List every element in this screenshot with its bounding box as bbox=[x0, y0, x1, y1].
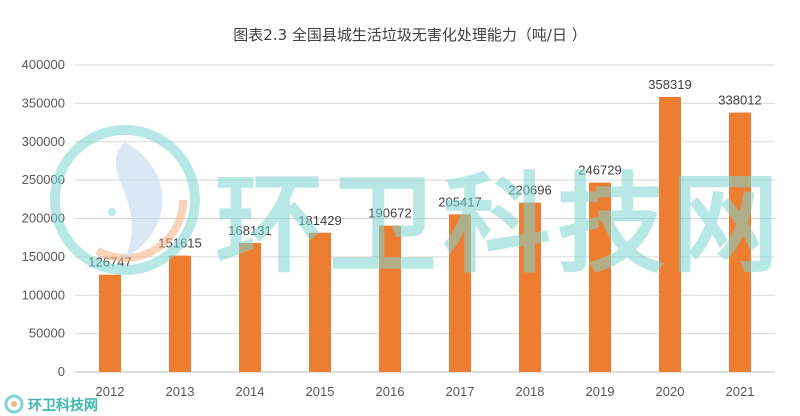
bar bbox=[239, 242, 261, 372]
data-label: 205417 bbox=[438, 194, 481, 209]
x-tick-label: 2015 bbox=[306, 384, 335, 399]
data-label: 220696 bbox=[508, 183, 551, 198]
data-label: 181429 bbox=[298, 213, 341, 228]
bar bbox=[169, 255, 191, 372]
x-tick-label: 2013 bbox=[166, 384, 195, 399]
watermark-logo-icon bbox=[50, 125, 200, 275]
x-tick-label: 2014 bbox=[236, 384, 265, 399]
y-tick-label: 400000 bbox=[22, 57, 65, 72]
y-tick-label: 350000 bbox=[22, 95, 65, 110]
gridlines bbox=[75, 64, 775, 373]
footer-logo-icon bbox=[4, 394, 24, 414]
data-label: 338012 bbox=[718, 93, 761, 108]
x-tick-label: 2017 bbox=[446, 384, 475, 399]
data-label: 168131 bbox=[228, 223, 271, 238]
bar bbox=[729, 112, 751, 372]
data-label: 246729 bbox=[578, 163, 621, 178]
y-tick-label: 300000 bbox=[22, 134, 65, 149]
x-tick-label: 2018 bbox=[516, 384, 545, 399]
bar bbox=[519, 202, 541, 372]
data-label: 358319 bbox=[648, 77, 691, 92]
x-tick-label: 2021 bbox=[726, 384, 755, 399]
footer-logo: 环卫科技网 bbox=[4, 394, 98, 414]
y-tick-label: 150000 bbox=[22, 249, 65, 264]
chart-title: 图表2.3 全国县城生活垃圾无害化处理能力（吨/日 ） bbox=[233, 26, 586, 44]
bar bbox=[309, 232, 331, 372]
y-tick-label: 100000 bbox=[22, 287, 65, 302]
bar bbox=[379, 225, 401, 372]
bar bbox=[449, 214, 471, 372]
bar bbox=[99, 274, 121, 372]
bar bbox=[589, 182, 611, 372]
x-tick-label: 2020 bbox=[656, 384, 685, 399]
x-tick-label: 2012 bbox=[96, 384, 125, 399]
x-tick-label: 2016 bbox=[376, 384, 405, 399]
y-tick-label: 50000 bbox=[29, 326, 65, 341]
x-tick-label: 2019 bbox=[586, 384, 615, 399]
bars bbox=[99, 96, 751, 372]
footer-logo-text: 环卫科技网 bbox=[28, 397, 98, 414]
x-axis-tick-labels: 2012 2013 2014 2015 2016 2017 2018 2019 2020 2021 bbox=[96, 384, 755, 399]
y-tick-label: 0 bbox=[58, 364, 65, 379]
bar bbox=[659, 96, 681, 372]
watermark-text: 环卫科技网 bbox=[215, 163, 785, 288]
watermark: 环卫科技网 bbox=[50, 125, 785, 288]
data-label: 190672 bbox=[368, 206, 411, 221]
